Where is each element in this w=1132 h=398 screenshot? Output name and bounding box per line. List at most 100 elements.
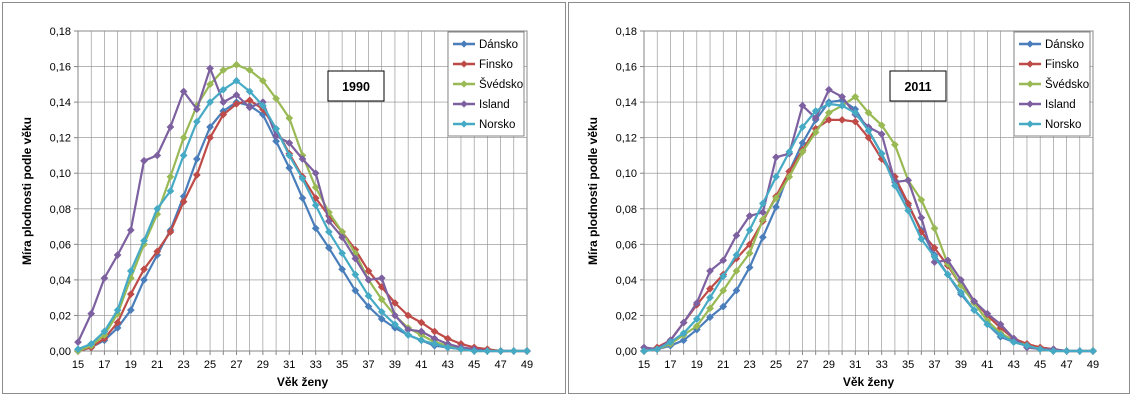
y-tick-label: 0,08 xyxy=(616,204,637,216)
data-point xyxy=(706,304,714,313)
data-point xyxy=(772,194,781,203)
data-point xyxy=(166,123,175,131)
y-tick-label: 0,00 xyxy=(616,346,637,358)
data-point xyxy=(126,306,135,315)
data-point xyxy=(113,318,122,327)
data-point xyxy=(719,286,728,295)
data-point xyxy=(126,290,135,299)
data-point xyxy=(311,183,320,192)
y-tick-label: 0,14 xyxy=(50,97,71,109)
x-tick-label: 37 xyxy=(928,359,940,371)
data-point xyxy=(758,208,767,217)
data-point xyxy=(996,320,1005,329)
x-tick-label: 21 xyxy=(151,359,163,371)
year-label: 2011 xyxy=(904,80,931,94)
legend-label: Švédsko xyxy=(479,78,523,91)
legend-swatch-marker xyxy=(460,40,468,48)
data-point xyxy=(851,108,860,117)
x-tick-label: 29 xyxy=(257,359,269,371)
y-axis-title: Míra plodnosti podle věku xyxy=(20,117,34,265)
year-label-box: 1990 xyxy=(327,70,385,102)
data-point xyxy=(798,123,807,131)
data-point xyxy=(904,176,913,185)
data-point xyxy=(338,265,347,274)
data-point xyxy=(324,227,333,236)
data-point xyxy=(745,263,754,272)
data-point xyxy=(364,275,373,284)
data-point xyxy=(404,331,413,339)
data-point xyxy=(470,347,479,355)
data-point xyxy=(983,309,992,318)
data-point xyxy=(996,331,1005,339)
data-point xyxy=(811,114,820,123)
data-point xyxy=(811,128,820,137)
x-tick-label: 17 xyxy=(664,359,676,371)
x-tick-label: 37 xyxy=(362,359,374,371)
data-point xyxy=(824,108,833,117)
data-point xyxy=(443,343,452,352)
y-tick-label: 0,14 xyxy=(616,97,637,109)
data-point xyxy=(298,155,307,163)
data-point xyxy=(496,347,505,355)
y-tick-label: 0,10 xyxy=(616,168,637,180)
data-point xyxy=(1009,338,1018,347)
data-point xyxy=(877,121,886,130)
data-point xyxy=(745,226,754,235)
x-axis-title: Věk ženy xyxy=(843,375,895,389)
y-tick-label: 0,06 xyxy=(616,239,637,251)
data-point xyxy=(245,87,254,96)
data-point xyxy=(192,117,201,126)
data-point xyxy=(692,299,701,307)
series-Norsko xyxy=(640,99,1097,355)
data-point xyxy=(258,101,267,110)
legend-item: Norsko xyxy=(453,119,515,131)
data-point xyxy=(351,254,360,263)
chart-svg-1990: 0,00 0,02 0,04 0,06 0,08 0,10 0,12 0,14 0,16 0,18… xyxy=(20,26,533,389)
x-axis-title: Věk ženy xyxy=(277,375,329,389)
legend-label: Dánsko xyxy=(479,39,518,51)
y-tick-label: 0,18 xyxy=(616,26,637,38)
data-point xyxy=(219,85,228,94)
data-point xyxy=(166,227,175,236)
data-point xyxy=(140,236,148,245)
x-tick-label: 39 xyxy=(955,359,967,371)
y-tick-label: 0,04 xyxy=(50,275,71,287)
x-tick-label: 45 xyxy=(468,359,480,371)
data-point xyxy=(74,345,82,354)
data-point xyxy=(179,197,188,206)
x-tick-label: 27 xyxy=(230,359,242,371)
data-point xyxy=(311,224,320,233)
data-point xyxy=(692,322,701,331)
data-point xyxy=(390,320,399,329)
data-point xyxy=(390,299,399,307)
data-point xyxy=(126,267,135,275)
data-point xyxy=(890,181,899,190)
data-point xyxy=(917,213,926,222)
x-tick-label: 19 xyxy=(691,359,703,371)
legend-item: Finsko xyxy=(453,59,513,71)
x-tick-label: 25 xyxy=(770,359,782,371)
data-point xyxy=(798,147,807,156)
x-tick-label: 39 xyxy=(389,359,401,371)
data-point xyxy=(285,114,294,123)
y-tick-label: 0,06 xyxy=(50,239,71,251)
data-point xyxy=(258,76,267,85)
data-point xyxy=(785,172,794,181)
x-tick-label: 33 xyxy=(310,359,322,371)
data-point xyxy=(745,211,754,220)
x-tick-label: 25 xyxy=(204,359,216,371)
year-label-frame xyxy=(327,70,385,102)
legend-label: Finsko xyxy=(1045,59,1079,71)
legend-swatch-marker xyxy=(460,80,468,88)
x-tick-label: 15 xyxy=(638,359,650,371)
data-point xyxy=(113,251,122,259)
x-tick-label: 43 xyxy=(1008,359,1020,371)
data-point xyxy=(206,123,215,131)
year-label-box: 2011 xyxy=(889,70,947,102)
data-point xyxy=(864,108,873,117)
data-point xyxy=(772,203,781,211)
x-tick-label: 21 xyxy=(717,359,729,371)
data-point xyxy=(719,272,728,281)
data-point xyxy=(285,151,294,160)
y-tick-label: 0,02 xyxy=(50,310,71,322)
